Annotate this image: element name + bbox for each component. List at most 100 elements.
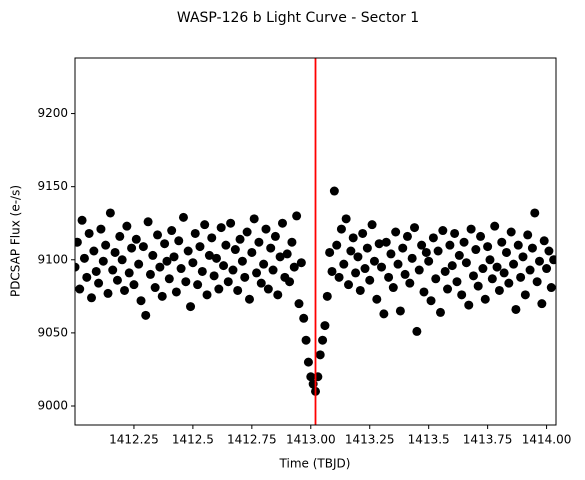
point — [124, 268, 134, 278]
point — [98, 256, 108, 266]
x-tick-label: 1413.75 — [463, 433, 513, 447]
point — [141, 310, 151, 320]
point — [254, 237, 264, 247]
point — [468, 271, 478, 281]
point — [532, 277, 542, 287]
point — [537, 299, 547, 309]
point — [329, 186, 339, 196]
point — [233, 285, 243, 295]
point — [294, 299, 304, 309]
point — [424, 256, 434, 266]
point — [450, 228, 460, 238]
point — [282, 249, 292, 259]
point — [348, 233, 358, 243]
point — [190, 228, 200, 238]
point — [164, 274, 174, 284]
chart-title: WASP-126 b Light Curve - Sector 1 — [177, 10, 419, 26]
point — [490, 221, 500, 231]
point — [301, 335, 311, 345]
point — [171, 287, 181, 297]
point — [209, 271, 219, 281]
point — [511, 304, 521, 314]
y-tick-label: 9150 — [37, 179, 68, 193]
point — [457, 290, 467, 300]
point — [367, 220, 377, 230]
point — [176, 264, 186, 274]
point — [377, 262, 387, 272]
point — [84, 228, 94, 238]
point — [542, 264, 552, 274]
y-tick-label: 9100 — [37, 252, 68, 266]
point — [497, 237, 507, 247]
point — [120, 285, 130, 295]
point — [372, 294, 382, 304]
point — [487, 274, 497, 284]
point — [459, 237, 469, 247]
point — [518, 252, 528, 262]
point — [138, 242, 148, 252]
point — [395, 306, 405, 316]
point — [499, 268, 509, 278]
point — [523, 230, 533, 240]
point — [483, 242, 493, 252]
point — [240, 272, 250, 282]
point — [91, 266, 101, 276]
point — [129, 280, 139, 290]
point — [452, 277, 462, 287]
point — [334, 272, 344, 282]
point — [75, 262, 80, 272]
y-tick-label: 9000 — [37, 398, 68, 412]
point — [539, 236, 549, 246]
point — [89, 246, 99, 256]
point — [178, 212, 188, 222]
point — [480, 294, 490, 304]
point — [285, 277, 295, 287]
point — [79, 253, 89, 263]
point — [110, 247, 120, 257]
point — [155, 262, 165, 272]
point — [75, 237, 82, 247]
point — [306, 372, 316, 382]
point — [513, 240, 523, 250]
point — [103, 288, 113, 298]
point — [275, 252, 285, 262]
point — [438, 226, 448, 236]
point — [336, 224, 346, 234]
point — [433, 246, 443, 256]
point — [115, 231, 125, 241]
point — [400, 269, 410, 279]
point — [160, 239, 170, 249]
point — [117, 255, 127, 265]
point — [202, 290, 212, 300]
point — [365, 275, 375, 285]
point — [108, 265, 118, 275]
point — [530, 208, 540, 218]
point — [435, 307, 445, 317]
point — [136, 296, 146, 306]
point — [443, 284, 453, 294]
point — [221, 240, 231, 250]
point — [235, 234, 245, 244]
point — [485, 255, 495, 265]
point — [527, 243, 537, 253]
plot-area — [75, 186, 556, 396]
point — [204, 250, 214, 260]
point — [391, 227, 401, 237]
point — [292, 211, 302, 221]
point — [546, 283, 556, 293]
x-tick-label: 1412.75 — [227, 433, 277, 447]
point — [277, 218, 287, 228]
x-tick-label: 1412.5 — [172, 433, 214, 447]
point — [520, 290, 530, 300]
point — [131, 234, 141, 244]
point — [188, 258, 198, 268]
point — [534, 256, 544, 266]
point — [219, 261, 229, 271]
point — [428, 233, 438, 243]
point — [112, 275, 122, 285]
point — [410, 223, 420, 233]
x-axis-label: Time (TBJD) — [279, 457, 351, 471]
point — [327, 266, 337, 276]
x-tick-label: 1414.00 — [522, 433, 572, 447]
